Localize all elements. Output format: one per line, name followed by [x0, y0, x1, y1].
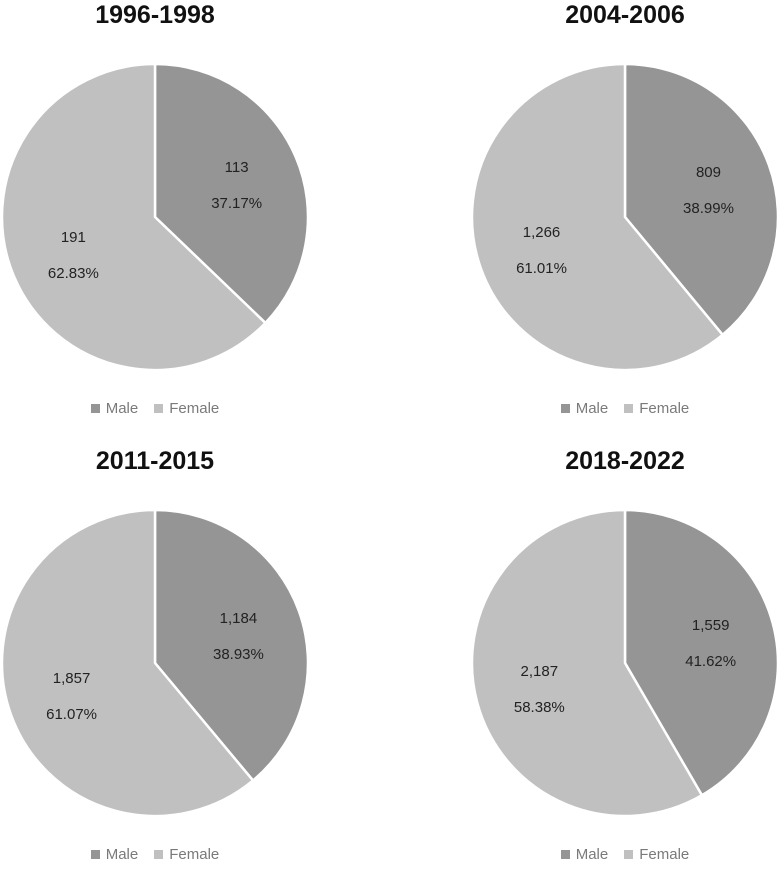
legend-label-male: Male [575, 846, 609, 863]
legend: Male Female [470, 400, 778, 417]
pie-chart-panel: 2004-2006 809 38.99% 1,266 61.01% Male Fema… [455, 0, 778, 430]
pie-slice-female [0, 62, 267, 372]
pie-slice-male [623, 62, 778, 337]
legend-item-male: Male [90, 400, 139, 417]
chart-title: 2004-2006 [565, 1, 685, 29]
legend-swatch-male [90, 850, 100, 859]
legend-item-female: Female [624, 846, 689, 863]
legend-swatch-female [154, 404, 164, 413]
pie-chart: 1,184 38.93% 1,857 61.07% [0, 508, 310, 818]
pie-chart: 113 37.17% 191 62.83% [0, 62, 310, 372]
legend-item-female: Female [154, 846, 219, 863]
pie-slice-female [470, 508, 704, 818]
slice-percent-label: 41.62% [685, 653, 736, 670]
slice-value-label: 113 [225, 159, 249, 176]
legend-label-female: Female [169, 400, 220, 417]
pie-slice-female [0, 508, 255, 818]
legend-swatch-male [90, 404, 100, 413]
chart-title: 2011-2015 [95, 447, 215, 475]
legend-item-male: Male [90, 846, 139, 863]
legend-item-female: Female [154, 400, 219, 417]
legend-swatch-male [560, 850, 570, 859]
legend-swatch-male [560, 404, 570, 413]
slice-value-label: 1,266 [523, 224, 561, 241]
pie-chart-panel: 2011-2015 1,184 38.93% 1,857 61.07% Male Fe… [0, 446, 340, 876]
slice-percent-label: 61.07% [46, 706, 97, 723]
slice-value-label: 191 [61, 229, 86, 246]
legend: Male Female [0, 400, 310, 417]
pie-chart: 809 38.99% 1,266 61.01% [470, 62, 778, 372]
slice-percent-label: 62.83% [48, 265, 99, 282]
legend-label-male: Male [575, 400, 609, 417]
legend-item-male: Male [560, 846, 609, 863]
legend-swatch-female [624, 850, 634, 859]
pie-chart-panel: 1996-1998 113 37.17% 191 62.83% Male Female [0, 0, 340, 430]
slice-percent-label: 38.93% [213, 646, 264, 663]
legend-swatch-female [154, 850, 164, 859]
legend-label-male: Male [105, 846, 139, 863]
legend-label-female: Female [639, 400, 690, 417]
legend-label-female: Female [169, 846, 220, 863]
chart-title: 1996-1998 [95, 1, 215, 29]
slice-value-label: 2,187 [521, 663, 559, 680]
pie-slice-male [153, 508, 310, 782]
legend-item-male: Male [560, 400, 609, 417]
pie-slice-male [153, 62, 310, 325]
pie-slice-male [623, 508, 778, 797]
pie-chart: 1,559 41.62% 2,187 58.38% [470, 508, 778, 818]
pie-slice-female [470, 62, 724, 372]
legend: Male Female [470, 846, 778, 863]
slice-value-label: 1,857 [53, 670, 91, 687]
slice-value-label: 1,184 [220, 610, 258, 627]
legend: Male Female [0, 846, 310, 863]
legend-label-male: Male [105, 400, 139, 417]
chart-title: 2018-2022 [565, 447, 685, 475]
legend-swatch-female [624, 404, 634, 413]
slice-percent-label: 37.17% [211, 195, 262, 212]
legend-label-female: Female [639, 846, 690, 863]
pie-chart-panel: 2018-2022 1,559 41.62% 2,187 58.38% Male Fe… [455, 446, 778, 876]
slice-value-label: 809 [696, 164, 721, 181]
slice-percent-label: 38.99% [683, 200, 734, 217]
legend-item-female: Female [624, 400, 689, 417]
slice-percent-label: 61.01% [516, 260, 567, 277]
slice-percent-label: 58.38% [514, 699, 565, 716]
slice-value-label: 1,559 [692, 617, 730, 634]
